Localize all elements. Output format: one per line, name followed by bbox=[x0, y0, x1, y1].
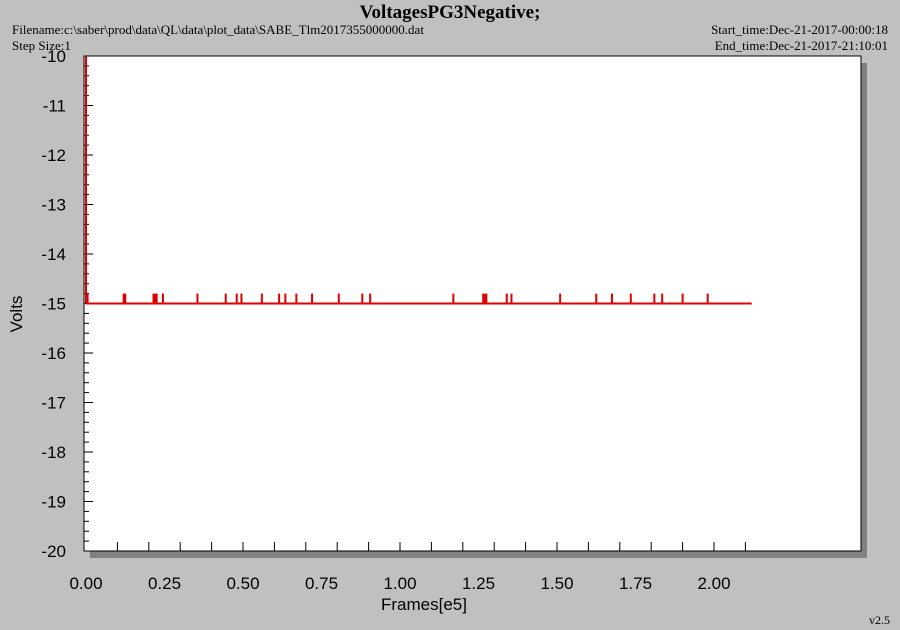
y-tick-label: -14 bbox=[41, 245, 66, 264]
end-time-label: End_time:Dec-21-2017-21:10:01 bbox=[714, 38, 888, 53]
x-axis-label: Frames[e5] bbox=[381, 595, 467, 614]
y-axis-label: Volts bbox=[7, 296, 26, 333]
x-tick-label: 1.00 bbox=[383, 574, 416, 593]
y-tick-label: -11 bbox=[43, 97, 66, 116]
y-tick-label: -17 bbox=[41, 394, 66, 413]
x-tick-label: 0.75 bbox=[305, 574, 338, 593]
version-label: v2.5 bbox=[869, 613, 890, 627]
x-tick-label: 1.25 bbox=[462, 574, 495, 593]
filename-label: Filename:c:\saber\prod\data\QL\data\plot… bbox=[12, 22, 424, 37]
x-tick-label: 1.75 bbox=[619, 574, 652, 593]
x-tick-label: 0.00 bbox=[69, 574, 102, 593]
y-tick-label: -16 bbox=[41, 344, 66, 363]
y-tick-label: -18 bbox=[41, 443, 66, 462]
x-tick-label: 1.50 bbox=[540, 574, 573, 593]
x-tick-label: 2.00 bbox=[697, 574, 730, 593]
series-layer bbox=[85, 56, 752, 305]
axis-ticks: -10 -11 -12 -13 -14 -15 -16 -17 -18 -19 -200.00 0.2… bbox=[41, 47, 746, 593]
chart-title: VoltagesPG3Negative; bbox=[359, 2, 541, 23]
y-tick-label: -20 bbox=[41, 542, 66, 561]
start-time-label: Start_time:Dec-21-2017-00:00:18 bbox=[711, 22, 888, 37]
y-tick-label: -13 bbox=[41, 196, 66, 215]
y-tick-label: -10 bbox=[41, 47, 66, 66]
step-size-label: Step Size:1 bbox=[12, 38, 71, 53]
x-tick-label: 0.50 bbox=[226, 574, 259, 593]
y-tick-label: -15 bbox=[41, 295, 66, 314]
y-tick-label: -12 bbox=[41, 146, 66, 165]
x-tick-label: 0.25 bbox=[148, 574, 181, 593]
y-tick-label: -19 bbox=[41, 493, 66, 512]
